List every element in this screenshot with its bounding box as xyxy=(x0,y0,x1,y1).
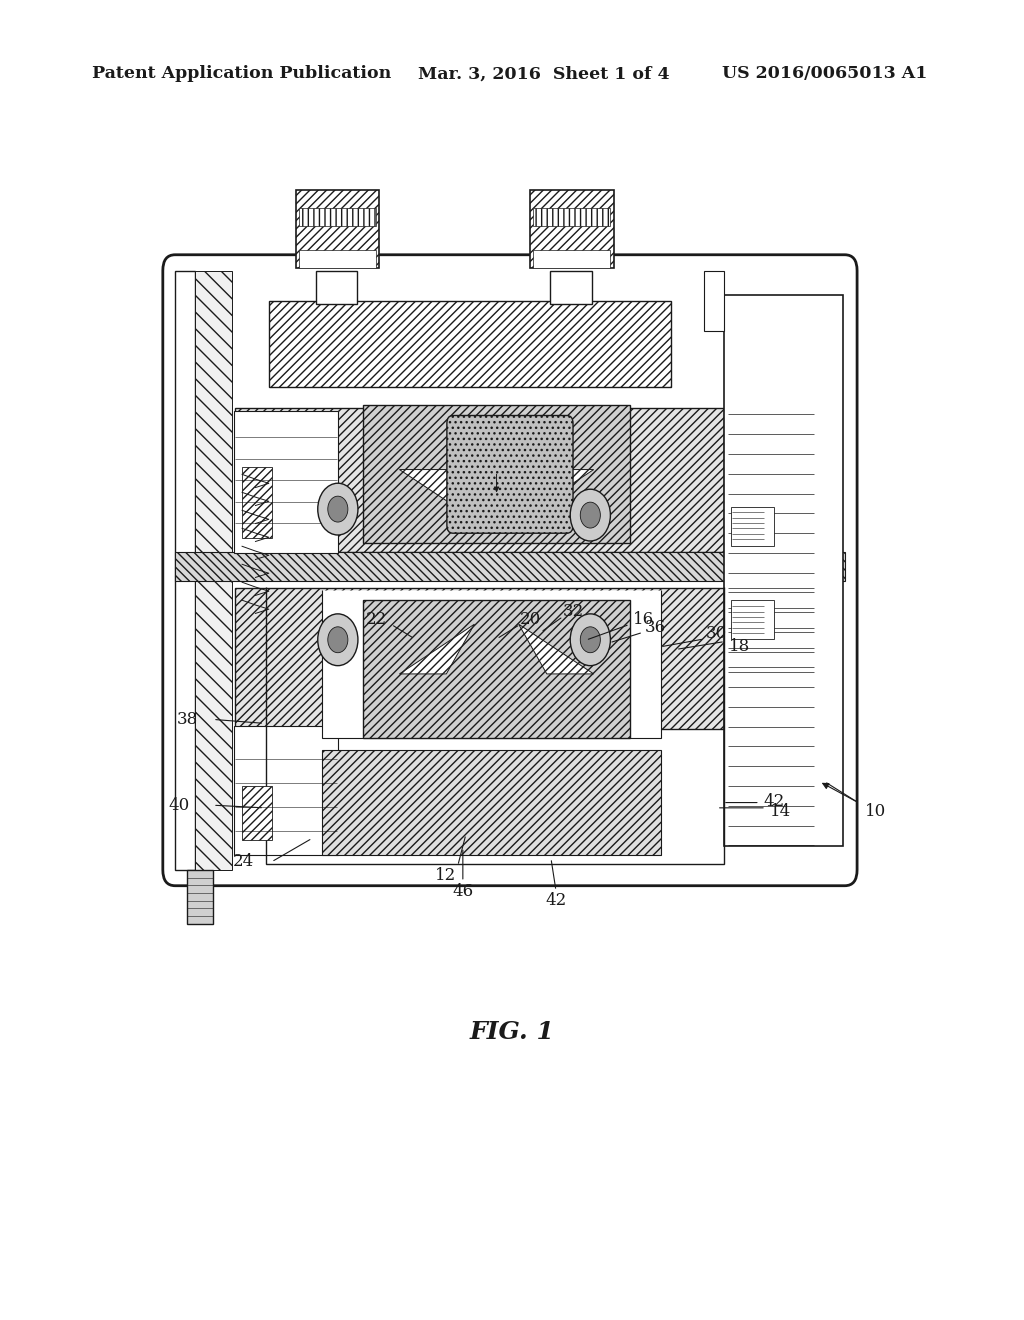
Bar xyxy=(236,589,724,729)
Bar xyxy=(175,552,845,581)
Circle shape xyxy=(328,496,348,523)
Bar xyxy=(731,507,774,546)
Bar xyxy=(323,750,660,855)
Bar xyxy=(705,271,724,330)
Bar xyxy=(315,271,357,304)
Bar xyxy=(234,412,338,553)
Polygon shape xyxy=(519,470,594,519)
Bar xyxy=(534,207,610,226)
FancyBboxPatch shape xyxy=(163,255,857,886)
Text: 18: 18 xyxy=(729,639,750,655)
Polygon shape xyxy=(399,470,474,519)
Bar xyxy=(724,294,844,846)
Polygon shape xyxy=(519,624,594,675)
Bar xyxy=(299,207,376,226)
Bar xyxy=(234,726,338,855)
Bar xyxy=(242,785,272,840)
Text: 24: 24 xyxy=(233,854,254,870)
Text: Mar. 3, 2016  Sheet 1 of 4: Mar. 3, 2016 Sheet 1 of 4 xyxy=(418,66,670,82)
Text: 14: 14 xyxy=(770,804,791,820)
Text: 16: 16 xyxy=(633,611,653,627)
Bar xyxy=(550,271,592,304)
Bar xyxy=(362,601,631,738)
Circle shape xyxy=(570,614,610,665)
Bar xyxy=(731,601,774,639)
Text: 20: 20 xyxy=(520,611,541,627)
Text: 42: 42 xyxy=(764,793,784,809)
Bar xyxy=(299,249,376,268)
Text: 36: 36 xyxy=(645,619,666,635)
Text: 30: 30 xyxy=(707,626,727,642)
Text: US 2016/0065013 A1: US 2016/0065013 A1 xyxy=(722,66,928,82)
Bar xyxy=(534,249,610,268)
Text: 12: 12 xyxy=(435,867,456,883)
Circle shape xyxy=(328,627,348,652)
FancyBboxPatch shape xyxy=(446,416,573,533)
Text: 38: 38 xyxy=(177,711,198,727)
Bar xyxy=(269,301,671,388)
Bar xyxy=(175,271,195,870)
Circle shape xyxy=(570,490,610,541)
Circle shape xyxy=(317,614,358,665)
Text: FIG. 1: FIG. 1 xyxy=(470,1020,554,1044)
Polygon shape xyxy=(399,624,474,675)
Text: 46: 46 xyxy=(453,883,473,899)
Polygon shape xyxy=(323,590,660,738)
Bar xyxy=(195,271,232,870)
Bar xyxy=(236,408,724,552)
Text: 40: 40 xyxy=(169,797,189,813)
Bar xyxy=(187,870,213,924)
Text: 42: 42 xyxy=(546,892,566,908)
Text: Patent Application Publication: Patent Application Publication xyxy=(92,66,391,82)
Text: 32: 32 xyxy=(563,603,584,619)
Bar xyxy=(530,190,613,268)
Bar xyxy=(242,466,272,539)
Text: 22: 22 xyxy=(367,611,387,627)
Circle shape xyxy=(581,627,600,652)
Circle shape xyxy=(317,483,358,535)
Bar xyxy=(362,405,631,544)
Text: 10: 10 xyxy=(865,804,886,820)
Bar xyxy=(296,190,379,268)
Circle shape xyxy=(581,502,600,528)
